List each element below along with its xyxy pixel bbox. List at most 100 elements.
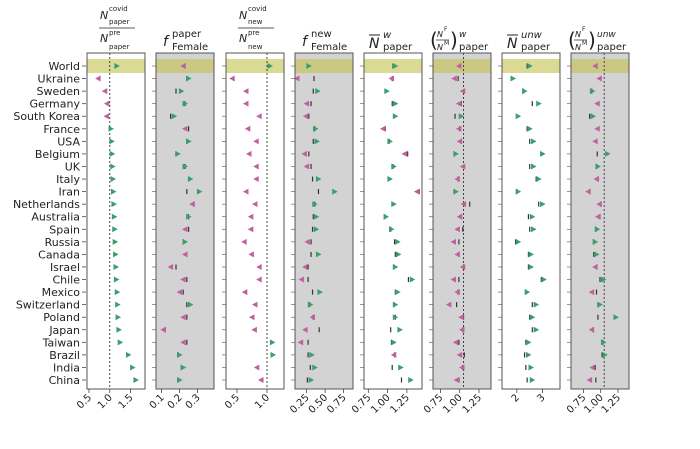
- increase-marker: [533, 326, 540, 333]
- decrease-marker: [167, 263, 174, 270]
- country-label: Italy: [56, 173, 80, 186]
- increase-marker: [109, 138, 115, 145]
- decrease-marker: [459, 364, 465, 371]
- title-text: new: [311, 29, 332, 40]
- panel-title: f paper Female: [163, 29, 208, 53]
- title-text: N: [437, 30, 443, 39]
- decrease-marker: [241, 238, 247, 245]
- x-tick-label: 1.00: [441, 392, 465, 416]
- increase-marker: [308, 377, 315, 383]
- increase-marker: [180, 364, 187, 371]
- country-label: Brazil: [49, 349, 80, 362]
- country-label: Germany: [29, 98, 80, 111]
- title-text: new: [248, 18, 263, 26]
- increase-marker: [602, 351, 608, 358]
- decrease-marker: [258, 377, 264, 383]
- increase-marker: [589, 88, 596, 95]
- decrease-marker: [454, 289, 460, 296]
- increase-marker: [594, 226, 601, 233]
- title-text: N: [239, 9, 247, 22]
- x-tick-label: 2: [510, 392, 522, 404]
- increase-marker: [125, 351, 132, 358]
- decrease-marker: [253, 138, 259, 145]
- panel-frame: [501, 52, 561, 390]
- country-label: China: [49, 374, 80, 387]
- country-label: Poland: [43, 311, 80, 324]
- country-label: Switzerland: [16, 299, 80, 312]
- panel-frame: [570, 52, 630, 390]
- increase-marker: [113, 263, 119, 270]
- decrease-marker: [309, 314, 316, 321]
- increase-marker: [177, 377, 183, 383]
- increase-marker: [309, 351, 315, 358]
- decrease-marker: [103, 100, 110, 107]
- decrease-marker: [244, 125, 251, 132]
- increase-marker: [182, 238, 188, 245]
- title-text: M: [582, 40, 587, 47]
- highlight-band: [226, 59, 284, 73]
- decrease-marker: [589, 364, 595, 371]
- highlight-band: [433, 59, 491, 73]
- decrease-marker: [302, 326, 308, 333]
- increase-marker: [112, 226, 118, 233]
- country-label: USA: [57, 135, 80, 148]
- increase-marker: [392, 63, 399, 69]
- title-text: Female: [311, 42, 347, 53]
- increase-marker: [525, 351, 532, 358]
- decrease-marker: [95, 75, 101, 82]
- decrease-marker: [253, 176, 259, 183]
- title-text: f: [163, 34, 170, 50]
- panel-background: [364, 53, 422, 389]
- increase-marker: [114, 289, 121, 296]
- decrease-marker: [182, 251, 188, 258]
- increase-marker: [540, 150, 546, 157]
- increase-marker: [398, 364, 404, 371]
- title-text: (: [568, 28, 576, 52]
- panel-frame: [86, 52, 146, 390]
- decrease-marker: [450, 238, 457, 245]
- decrease-marker: [298, 276, 304, 283]
- decrease-marker: [388, 75, 394, 82]
- decrease-marker: [180, 276, 186, 283]
- increase-marker: [116, 326, 122, 333]
- increase-marker: [397, 326, 403, 333]
- increase-marker: [307, 301, 314, 308]
- country-label: Chile: [52, 274, 80, 287]
- panel-background: [502, 53, 560, 389]
- x-tick-label: 1.0: [96, 392, 115, 411]
- decrease-marker: [592, 263, 598, 270]
- increase-marker: [387, 176, 393, 183]
- title-text: pre: [109, 29, 120, 37]
- increase-marker: [110, 176, 117, 183]
- title-text: paper: [459, 42, 489, 53]
- decrease-marker: [585, 188, 591, 195]
- decrease-marker: [413, 188, 420, 195]
- country-label: Belgium: [35, 148, 80, 161]
- decrease-marker: [390, 351, 397, 358]
- increase-marker: [395, 289, 401, 296]
- title-text: N: [575, 43, 581, 52]
- increase-marker: [313, 213, 320, 220]
- decrease-marker: [454, 251, 460, 258]
- panel-background: [87, 53, 145, 389]
- decrease-marker: [592, 138, 598, 145]
- decrease-marker: [182, 226, 188, 233]
- title-text: F: [444, 26, 448, 33]
- panel-2: 0.10.20.3 f paper Female: [148, 29, 215, 411]
- decrease-marker: [593, 176, 600, 183]
- decrease-marker: [252, 201, 258, 208]
- title-text: N: [369, 36, 380, 52]
- panel-frame: [155, 52, 215, 390]
- country-label: Netherlands: [13, 198, 80, 211]
- country-label: Iran: [59, 186, 81, 199]
- title-text: w: [459, 30, 467, 40]
- title-text: unw: [597, 30, 616, 40]
- country-label: France: [43, 123, 80, 136]
- increase-marker: [605, 150, 611, 157]
- increase-marker: [392, 100, 399, 107]
- decrease-marker: [251, 326, 257, 333]
- increase-marker: [531, 226, 537, 233]
